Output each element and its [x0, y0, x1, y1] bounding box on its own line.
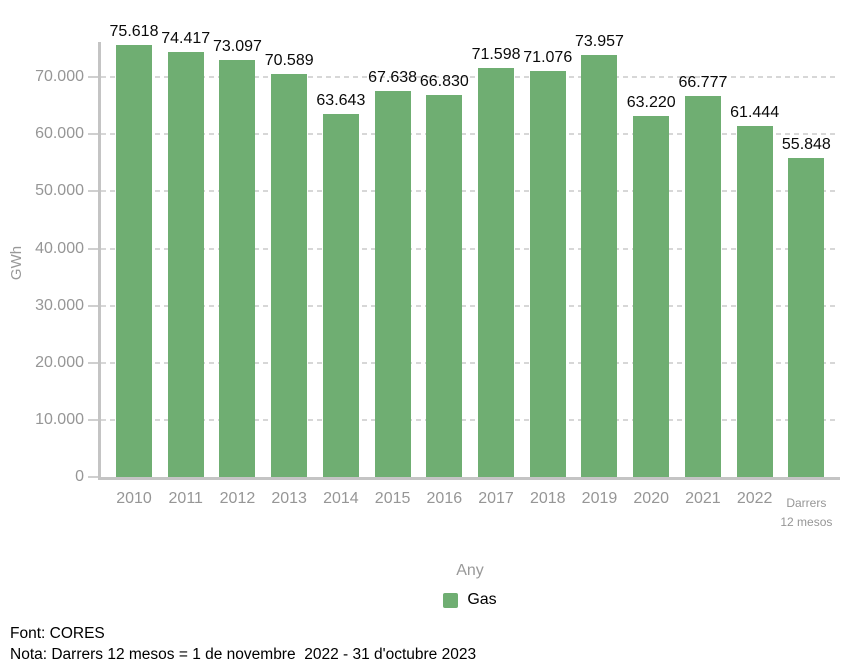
y-tick-label: 10.000 [35, 410, 84, 428]
bar-2018 [529, 71, 566, 477]
y-tick-mark [88, 361, 98, 364]
x-axis-line [98, 477, 840, 480]
bar-2021 [684, 95, 721, 477]
plot-area: 75.618 74.417 73.097 70.589 63.643 67.638 66.8… [100, 23, 840, 477]
bar-2019 [581, 54, 618, 477]
y-tick-mark [88, 76, 98, 79]
y-tick-mark [88, 247, 98, 250]
bar-2011 [167, 52, 204, 477]
y-tick-label: 20.000 [35, 353, 84, 371]
bar-2014 [322, 113, 359, 477]
footer-notes: Font: CORES Nota: Darrers 12 mesos = 1 d… [10, 623, 476, 665]
x-tick-label: 2020 [633, 490, 669, 507]
x-axis-title: Any [456, 562, 484, 579]
y-tick-mark [88, 190, 98, 193]
x-tick-label: Darrers 12 mesos [780, 496, 833, 529]
bar-value-label: 66.777 [678, 73, 728, 91]
gridline [101, 76, 839, 79]
y-tick-label: 50.000 [35, 182, 84, 200]
bar-2013 [271, 73, 308, 477]
y-tick-label: 60.000 [35, 125, 84, 143]
bar-2012 [219, 59, 256, 477]
y-tick-mark [88, 476, 98, 478]
bar-value-label: 63.220 [626, 93, 676, 111]
bar-2020 [633, 115, 670, 477]
bar-value-label: 55.848 [781, 136, 831, 154]
x-tick-label: 2013 [271, 490, 307, 507]
y-tick-mark [88, 133, 98, 136]
x-tick-label: 2011 [168, 490, 203, 507]
bar-value-label: 75.618 [109, 23, 159, 41]
x-tick-label: 2012 [219, 490, 256, 507]
x-tick-label: 2016 [426, 490, 463, 507]
gridline [101, 304, 839, 307]
x-tick-label: 2014 [323, 490, 359, 507]
y-tick-label: 30.000 [35, 296, 84, 314]
gridline [101, 418, 839, 421]
legend-gas-label: Gas [467, 591, 497, 608]
bar-value-label: 74.417 [161, 30, 211, 48]
bar-2015 [374, 90, 411, 477]
y-tick-label: 40.000 [35, 239, 84, 257]
gridline [101, 133, 839, 136]
legend-gas-marker-icon [443, 592, 459, 608]
bar-2016 [426, 95, 463, 477]
bar-value-label: 66.830 [419, 73, 469, 91]
x-tick-label: 2019 [581, 490, 618, 507]
gridline [101, 361, 839, 364]
bar-value-label: 71.076 [523, 49, 573, 67]
gas-bar-chart: GWh 0 10.000 20.000 30.000 40.000 50.000 60.00… [8, 23, 840, 579]
x-tick-label: 2017 [478, 490, 514, 507]
bar-2022 [736, 126, 773, 477]
x-tick-label: 2018 [529, 490, 566, 507]
bar-value-label: 61.444 [730, 104, 780, 122]
bar-value-label: 73.957 [575, 32, 624, 50]
bar-value-label: 71.598 [471, 46, 521, 64]
source-note: Font: CORES [10, 625, 105, 642]
x-tick-label: 2015 [374, 490, 411, 507]
legend[interactable]: Gas [100, 591, 840, 609]
x-tick-label: 2022 [736, 490, 773, 507]
bar-value-label: 70.589 [264, 51, 314, 69]
bar-2010 [116, 45, 152, 477]
bar-darrers-12-mesos [788, 158, 825, 477]
period-note: Nota: Darrers 12 mesos = 1 de novembre 2… [10, 646, 477, 663]
bar-value-label: 63.643 [316, 91, 366, 109]
gridline [101, 247, 839, 250]
y-tick-label: 0 [75, 468, 84, 485]
y-tick-mark [88, 304, 98, 307]
gridline [101, 190, 839, 193]
x-tick-label: 2021 [685, 490, 721, 507]
bar-value-label: 67.638 [368, 68, 418, 86]
y-axis-line [98, 42, 101, 480]
y-tick-label: 70.000 [35, 68, 84, 86]
x-tick-label: 2010 [116, 490, 152, 507]
bar-2017 [478, 68, 515, 477]
bar-value-label: 73.097 [212, 37, 262, 55]
y-tick-mark [88, 418, 98, 421]
